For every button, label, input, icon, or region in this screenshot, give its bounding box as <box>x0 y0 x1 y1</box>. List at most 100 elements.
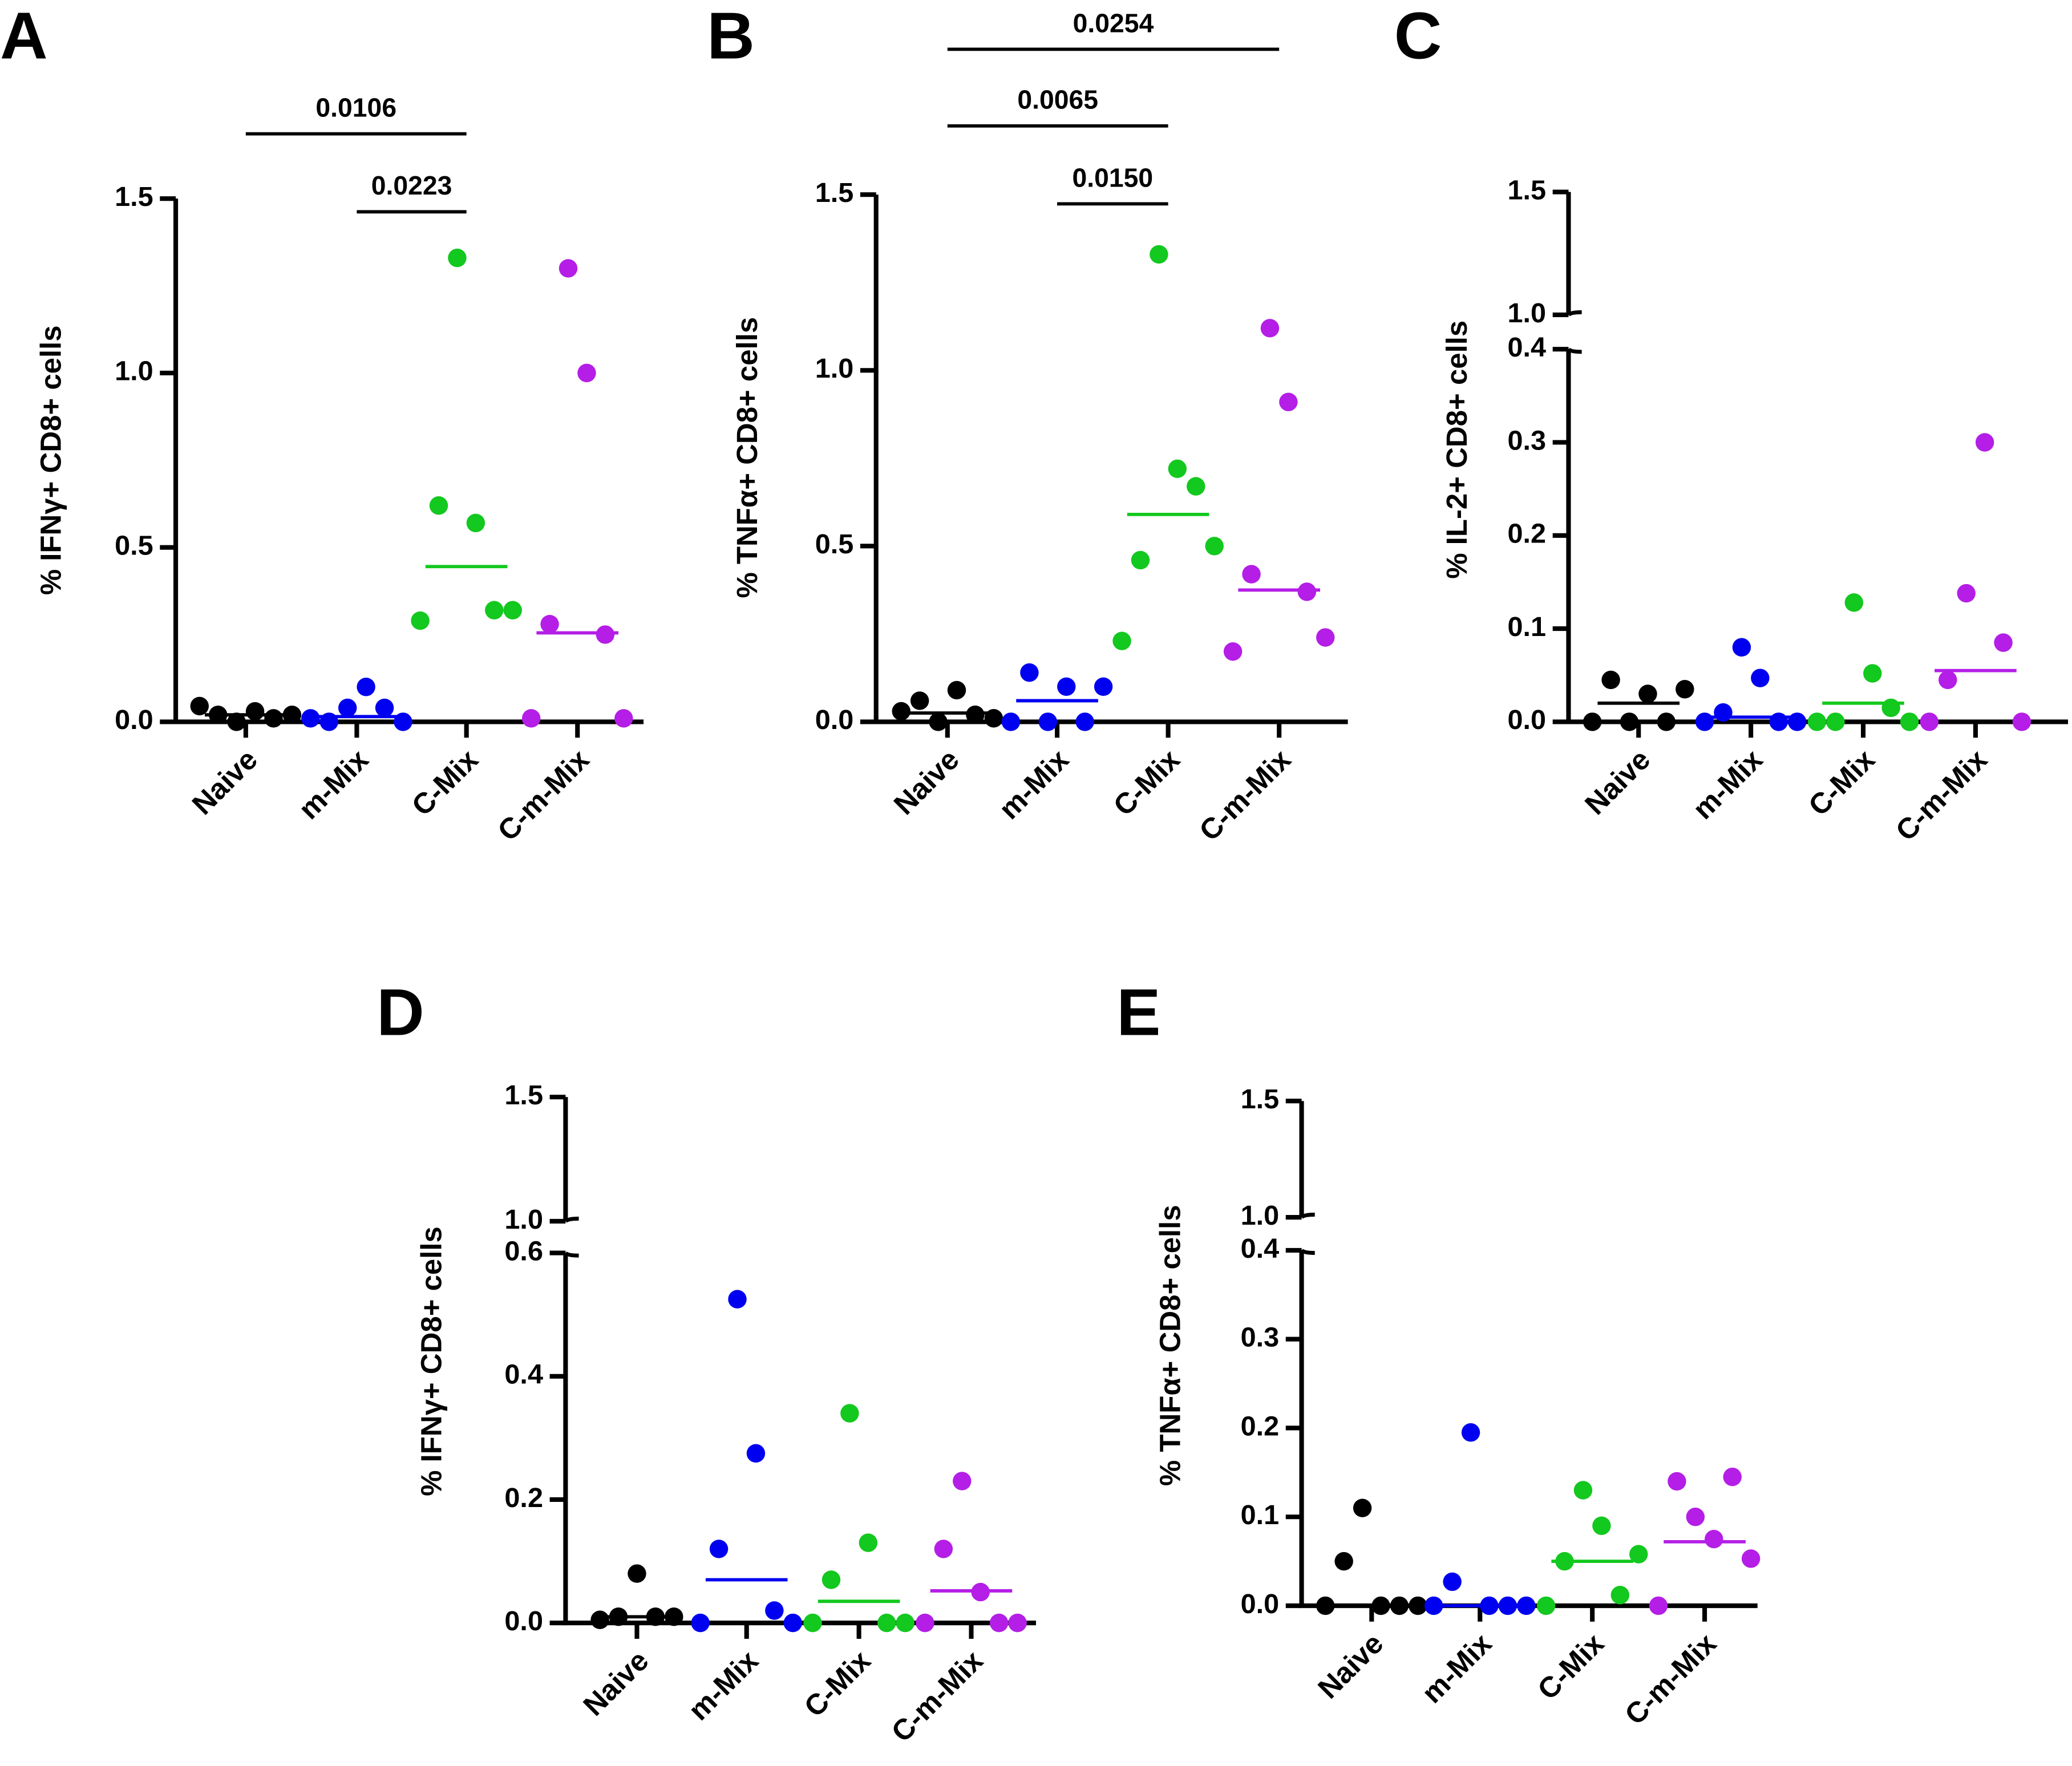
data-point <box>1112 631 1131 650</box>
x-tick-label: Naive <box>577 1644 654 1722</box>
data-point <box>448 248 467 268</box>
axis-break <box>1300 1249 1315 1255</box>
data-point <box>1686 1508 1705 1526</box>
data-point <box>590 1610 609 1629</box>
data-point <box>559 259 578 278</box>
data-point <box>1334 1552 1353 1571</box>
y-tick-label: 0.3 <box>1507 425 1546 456</box>
axis-break <box>564 1216 579 1223</box>
data-point <box>1705 1529 1723 1549</box>
panel: A % IFNγ+ CD8+ cells 0.0 0.5 1.0 1.5 Naive m-Mi… <box>0 0 644 847</box>
data-point <box>1353 1498 1372 1517</box>
data-point <box>521 709 541 728</box>
data-point <box>1517 1596 1536 1615</box>
axis-break <box>1567 310 1582 317</box>
data-point <box>411 611 430 630</box>
data-point <box>1461 1423 1480 1442</box>
x-tick-label: Naive <box>888 743 965 821</box>
data-point <box>896 1613 914 1633</box>
y-axis-label: % TNFα+ CD8+ cells <box>1154 1205 1186 1486</box>
panel-letter: D <box>377 975 424 1049</box>
data-point <box>859 1533 878 1552</box>
data-point <box>803 1613 822 1633</box>
y-axis-label: % IFNγ+ CD8+ cells <box>415 1226 448 1496</box>
data-point <box>1741 1549 1761 1568</box>
data-point <box>1316 1596 1335 1615</box>
data-point <box>1094 677 1113 696</box>
y-tick-label: 0.0 <box>1507 704 1546 735</box>
data-point <box>1583 712 1602 731</box>
x-tick-label: m-Mix <box>292 743 374 825</box>
data-point <box>429 496 448 515</box>
data-point <box>503 601 522 619</box>
x-tick-label: C-Mix <box>1107 743 1185 822</box>
data-point <box>1424 1596 1443 1615</box>
data-point <box>1536 1596 1556 1615</box>
data-point <box>765 1601 784 1620</box>
data-point <box>1573 1481 1593 1500</box>
data-point <box>728 1290 747 1309</box>
y-tick-label: 1.5 <box>815 177 854 208</box>
data-point <box>1038 712 1058 731</box>
data-point <box>783 1613 803 1633</box>
data-point <box>1075 712 1094 731</box>
x-tick-label: C-m-Mix <box>1618 1627 1722 1731</box>
y-tick-label: 1.0 <box>504 1204 543 1235</box>
data-point <box>1863 664 1882 683</box>
data-point <box>614 709 633 728</box>
panel: C % IL-2+ CD8+ cells 0.0 0.1 0.2 0.3 0.41.0 1.5… <box>1394 0 2069 847</box>
y-tick-label: 0.2 <box>1241 1411 1280 1441</box>
data-point <box>1649 1596 1668 1615</box>
data-point <box>1297 582 1317 601</box>
p-value: 0.0150 <box>1073 163 1154 192</box>
y-tick-label: 1.0 <box>1507 298 1546 329</box>
y-axis-label: % TNFα+ CD8+ cells <box>731 317 763 598</box>
data-point <box>282 705 302 724</box>
data-point <box>1223 642 1243 661</box>
data-point <box>1443 1572 1462 1591</box>
data-point <box>1187 477 1205 496</box>
panel: E % TNFα+ CD8+ cells 0.0 0.1 0.2 0.3 0.41.0 1.5… <box>1116 975 1761 1731</box>
data-point <box>1620 712 1639 731</box>
y-tick-label: 0.1 <box>1241 1500 1280 1530</box>
data-point <box>375 698 394 718</box>
data-point <box>929 712 948 731</box>
x-tick-label: C-Mix <box>798 1644 876 1723</box>
data-point <box>485 601 504 619</box>
y-tick-label: 1.5 <box>115 181 153 212</box>
data-point <box>1316 628 1335 647</box>
data-point <box>934 1540 953 1558</box>
data-point <box>1610 1586 1630 1605</box>
data-point <box>709 1540 729 1558</box>
x-tick-label: Naive <box>186 743 264 821</box>
y-tick-label: 0.2 <box>504 1483 543 1513</box>
data-point <box>1939 670 1957 690</box>
data-point <box>1279 392 1298 411</box>
y-axis-label: % IL-2+ CD8+ cells <box>1440 321 1473 579</box>
y-tick-label: 0.3 <box>1241 1322 1280 1353</box>
y-tick-label: 0.6 <box>504 1236 543 1266</box>
data-point <box>1242 565 1261 584</box>
data-point <box>1601 670 1620 690</box>
data-point <box>596 625 615 644</box>
data-point <box>892 702 910 721</box>
data-point <box>1008 1613 1027 1633</box>
data-point <box>1881 698 1900 718</box>
x-tick-label: m-Mix <box>682 1644 764 1726</box>
data-point <box>1260 319 1280 338</box>
data-point <box>984 709 1003 728</box>
data-point <box>1975 433 1994 452</box>
data-point <box>1751 669 1770 687</box>
panel-letter: C <box>1394 0 1442 73</box>
x-tick-label: C-Mix <box>405 743 484 822</box>
y-tick-label: 1.5 <box>1241 1084 1280 1115</box>
y-tick-label: 0.4 <box>1507 332 1546 363</box>
data-point <box>466 513 485 533</box>
x-tick-label: Naive <box>1579 743 1656 821</box>
y-tick-label: 1.0 <box>815 353 854 384</box>
data-point <box>840 1404 859 1423</box>
data-point <box>540 614 559 634</box>
y-tick-label: 0.2 <box>1507 519 1546 549</box>
data-point <box>1769 712 1788 731</box>
data-point <box>1994 633 2013 652</box>
